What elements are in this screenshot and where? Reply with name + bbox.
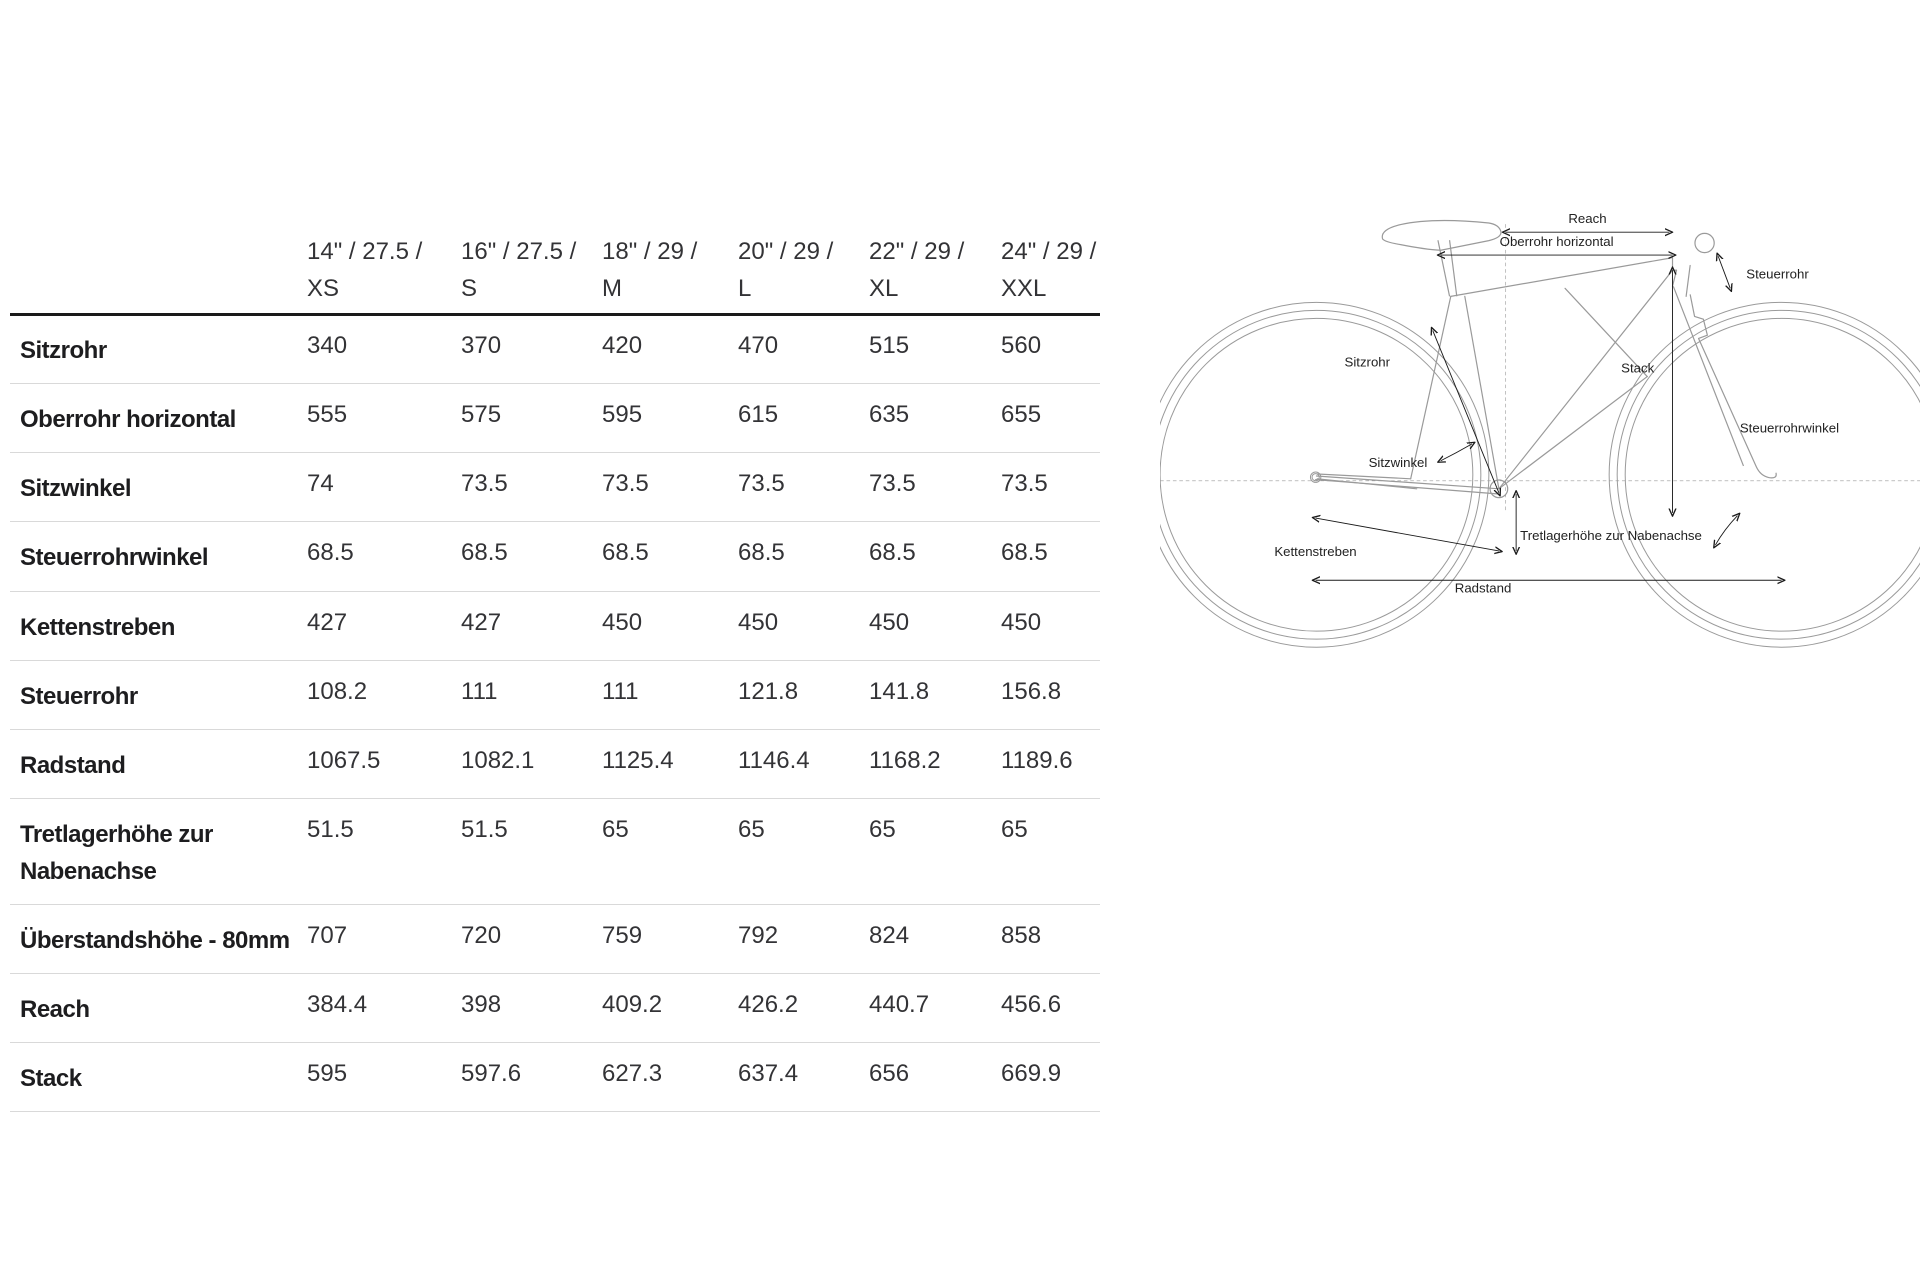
svg-text:Steuerrohrwinkel: Steuerrohrwinkel: [1740, 421, 1839, 436]
svg-text:Steuerrohr: Steuerrohr: [1746, 266, 1809, 281]
svg-text:Oberrohr horizontal: Oberrohr horizontal: [1500, 234, 1614, 249]
svg-text:Stack: Stack: [1621, 361, 1654, 376]
svg-text:Tretlagerhöhe zur Nabenachse: Tretlagerhöhe zur Nabenachse: [1520, 528, 1702, 543]
svg-text:Kettenstreben: Kettenstreben: [1274, 544, 1356, 559]
svg-text:Sitzwinkel: Sitzwinkel: [1369, 455, 1428, 470]
svg-text:Radstand: Radstand: [1455, 581, 1512, 596]
svg-text:Sitzrohr: Sitzrohr: [1345, 355, 1391, 370]
svg-text:Reach: Reach: [1568, 211, 1606, 226]
